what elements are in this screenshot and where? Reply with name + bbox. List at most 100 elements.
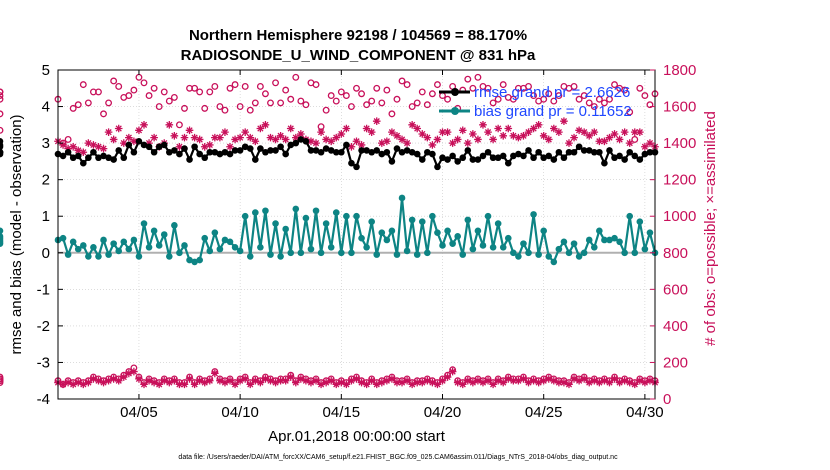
obs-possible-marker (327, 375, 335, 383)
rmse-point (105, 154, 112, 162)
obs-possible-marker (550, 97, 558, 105)
obs-assimilated-marker (362, 380, 371, 389)
obs-assimilated-marker (590, 128, 599, 136)
obs-assimilated-marker (550, 124, 558, 133)
obs-possible-marker (368, 375, 376, 383)
bias-point (560, 238, 568, 246)
obs-possible-marker (636, 84, 644, 92)
obs-assimilated-marker (211, 133, 219, 142)
rmse-point (363, 147, 370, 154)
obs-possible-marker (388, 110, 396, 118)
obs-assimilated-marker (231, 380, 239, 389)
rmse-point (241, 143, 249, 151)
rmse-point (464, 147, 472, 154)
bias-point (368, 218, 375, 226)
obs-possible-marker (191, 379, 199, 386)
obs-possible-marker (403, 81, 411, 89)
bias-point (575, 253, 583, 260)
bias-point (90, 243, 97, 251)
bias-point (257, 243, 264, 251)
bias-point (413, 251, 421, 258)
bias-point (479, 242, 487, 249)
rmse-point (100, 152, 107, 160)
obs-possible-marker (201, 104, 209, 112)
obs-possible-marker (332, 97, 340, 105)
rmse-point (74, 152, 82, 160)
obs-possible-marker (241, 82, 249, 90)
rmse-point (504, 159, 512, 167)
obs-assimilated-marker (418, 130, 427, 138)
bias-point (130, 236, 138, 244)
rmse-point (115, 147, 123, 154)
bias-point (332, 209, 340, 216)
rmse-point (565, 148, 573, 156)
obs-assimilated-marker (195, 376, 204, 385)
obs-assimilated-marker (251, 376, 260, 385)
obs-assimilated-marker (514, 133, 523, 142)
obs-assimilated-marker (560, 117, 568, 125)
obs-possible-marker (317, 123, 325, 131)
obs-assimilated-marker (388, 375, 396, 383)
obs-assimilated-marker (221, 378, 229, 387)
obs-assimilated-marker (231, 135, 239, 144)
rmse-point (530, 154, 537, 162)
obs-assimilated-marker (610, 375, 619, 383)
obs-assimilated-marker (226, 376, 234, 385)
obs-assimilated-marker (266, 376, 275, 385)
rmse-point (307, 147, 315, 154)
y-right-tick-label: 800 (663, 245, 688, 262)
bias-point (115, 247, 123, 255)
obs-assimilated-marker (114, 124, 123, 133)
bias-point (221, 236, 229, 244)
obs-assimilated-marker (251, 137, 260, 146)
obs-possible-marker (646, 101, 654, 109)
y-tick-label: -1 (37, 281, 50, 298)
obs-possible-marker (150, 84, 158, 92)
rmse-point (601, 159, 608, 167)
rmse-point (110, 156, 117, 163)
obs-possible-marker (595, 95, 603, 103)
bias-point (292, 205, 300, 213)
obs-assimilated-marker (59, 141, 67, 149)
obs-assimilated-marker (428, 141, 437, 149)
y-tick-label: -4 (37, 391, 50, 408)
rmse-point (64, 148, 72, 156)
obs-possible-marker (95, 88, 102, 96)
bias-point (0, 238, 4, 246)
y-right-tick-label: 1200 (663, 172, 696, 189)
obs-possible-marker (413, 99, 421, 107)
obs-assimilated-marker (135, 375, 143, 383)
obs-possible-marker (606, 95, 613, 103)
rmse-point (272, 147, 279, 154)
obs-assimilated-marker (190, 133, 199, 142)
bias-point (383, 236, 391, 244)
obs-possible-marker (155, 379, 163, 386)
bias-point (499, 243, 507, 251)
obs-possible-marker (226, 375, 234, 383)
obs-possible-marker (342, 379, 350, 386)
obs-assimilated-marker (630, 128, 639, 136)
rmse-point (393, 145, 401, 152)
obs-assimilated-marker (529, 376, 538, 385)
obs-assimilated-marker (458, 380, 467, 389)
obs-possible-marker (585, 99, 593, 107)
obs-assimilated-marker (423, 376, 432, 385)
obs-possible-marker (0, 375, 4, 383)
y-tick-label: 1 (42, 208, 50, 225)
rmse-point (257, 145, 264, 152)
bias-point (166, 253, 173, 260)
obs-possible-marker (100, 110, 107, 118)
rmse-point (226, 150, 234, 158)
bias-point (408, 216, 416, 224)
rmse-point (368, 148, 375, 156)
obs-assimilated-marker (534, 121, 543, 129)
obs-possible-marker (125, 368, 133, 376)
obs-assimilated-marker (494, 376, 502, 385)
obs-assimilated-marker (393, 132, 401, 140)
obs-possible-marker (292, 377, 300, 385)
obs-possible-marker (580, 373, 588, 381)
obs-assimilated-marker (580, 375, 588, 383)
rmse-point (171, 147, 178, 154)
obs-assimilated-marker (165, 378, 174, 387)
